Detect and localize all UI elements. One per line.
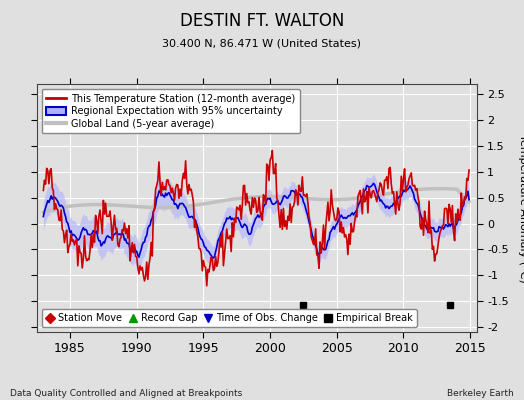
Legend: Station Move, Record Gap, Time of Obs. Change, Empirical Break: Station Move, Record Gap, Time of Obs. C…	[41, 309, 417, 327]
Text: 30.400 N, 86.471 W (United States): 30.400 N, 86.471 W (United States)	[162, 38, 362, 48]
Y-axis label: Temperature Anomaly (°C): Temperature Anomaly (°C)	[518, 134, 524, 282]
Text: DESTIN FT. WALTON: DESTIN FT. WALTON	[180, 12, 344, 30]
Text: Data Quality Controlled and Aligned at Breakpoints: Data Quality Controlled and Aligned at B…	[10, 389, 243, 398]
Text: Berkeley Earth: Berkeley Earth	[447, 389, 514, 398]
